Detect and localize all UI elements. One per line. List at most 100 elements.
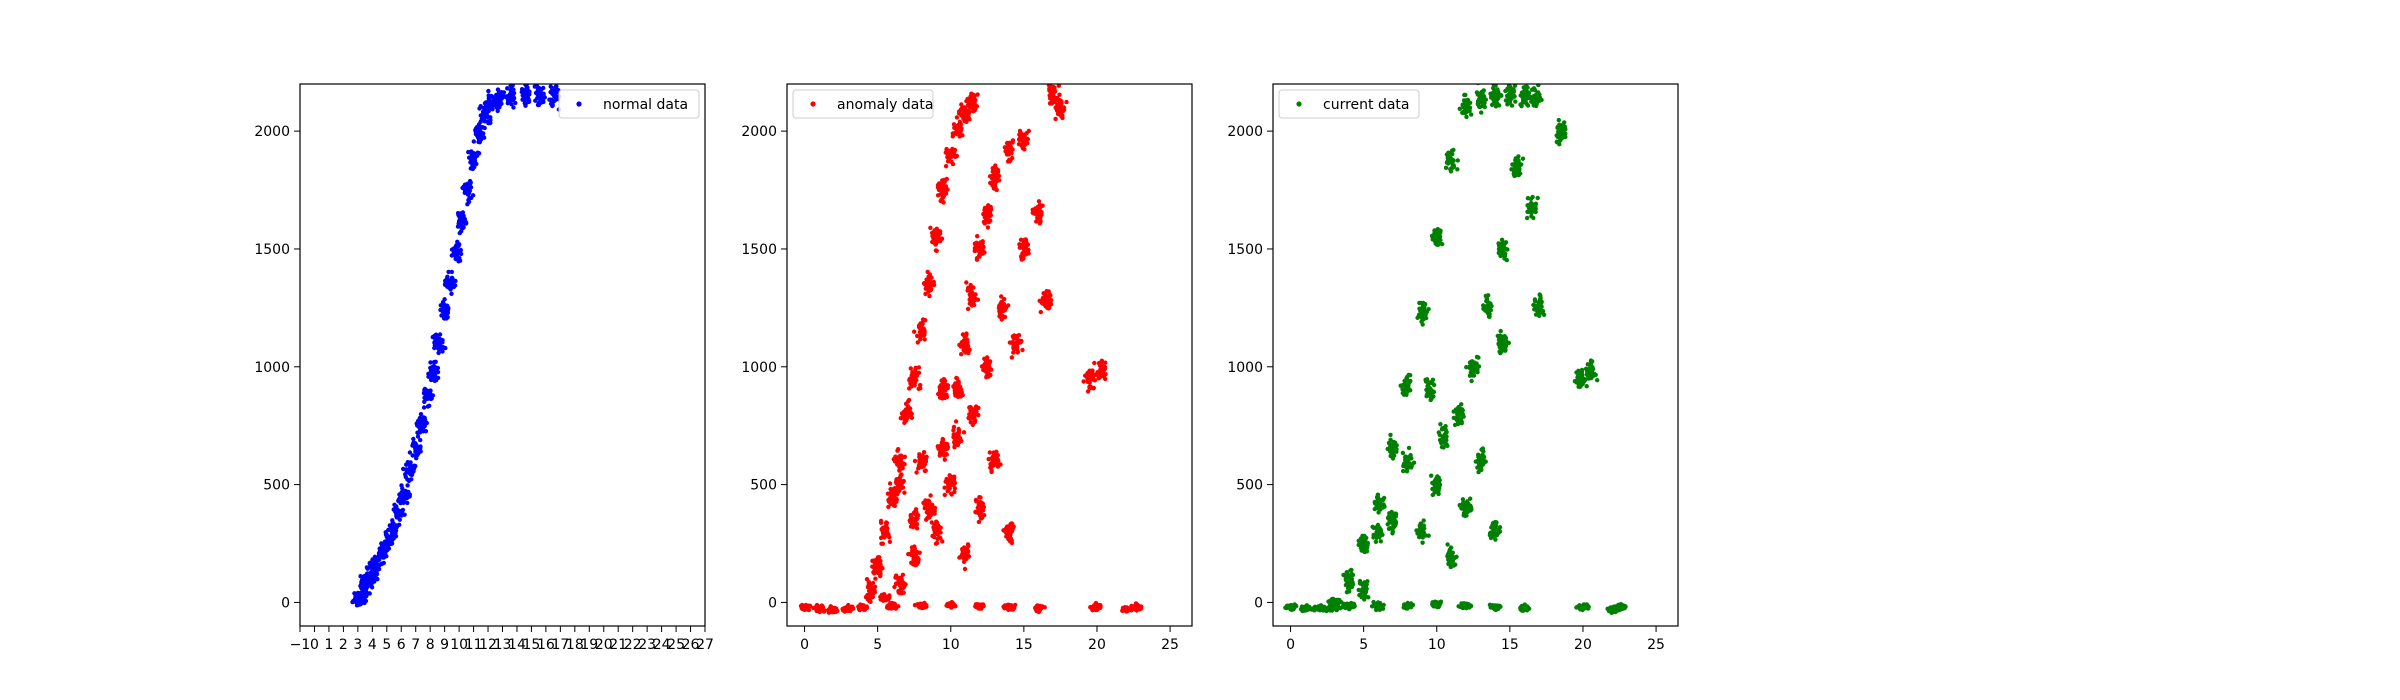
y-tick-label: 0 <box>281 595 290 611</box>
data-point <box>1461 109 1466 115</box>
x-tick-label: 15 <box>1015 637 1033 653</box>
data-point <box>554 84 559 89</box>
legend-box <box>558 89 700 119</box>
x-tick-label: 17 <box>551 637 569 653</box>
data-point <box>1371 599 1376 605</box>
data-point <box>943 451 948 457</box>
data-point <box>952 131 957 136</box>
data-point <box>966 543 971 549</box>
data-point <box>391 523 396 529</box>
data-point <box>513 100 518 106</box>
data-point <box>943 164 949 169</box>
data-point <box>967 286 972 292</box>
data-point <box>1439 241 1445 247</box>
data-point <box>967 416 972 421</box>
x-tick-label: 25 <box>667 637 685 653</box>
data-point <box>886 532 891 537</box>
data-point <box>398 491 403 497</box>
data-point <box>940 194 945 199</box>
data-point <box>909 384 914 389</box>
data-point <box>475 135 481 140</box>
data-point <box>978 512 983 518</box>
data-point <box>466 199 472 204</box>
data-point <box>384 541 390 546</box>
x-axis: −1 0 1 2 3 4 5 6 7 8 9 1011121314151617181920212223… <box>290 626 714 653</box>
data-point <box>942 393 948 398</box>
data-point <box>358 583 363 589</box>
data-point <box>1097 375 1102 380</box>
data-point <box>897 468 902 473</box>
data-point <box>964 98 969 104</box>
data-point <box>976 412 981 418</box>
data-point <box>1350 572 1356 578</box>
data-point <box>1014 336 1020 341</box>
data-point <box>1505 87 1510 92</box>
data-point <box>985 204 991 209</box>
data-point <box>970 411 976 417</box>
data-point <box>1408 378 1413 384</box>
data-point <box>1491 99 1497 104</box>
data-point <box>915 340 920 345</box>
data-point <box>465 187 471 193</box>
data-point <box>410 453 415 458</box>
data-point <box>451 283 456 289</box>
data-point <box>1332 598 1337 604</box>
y-tick-label: 2000 <box>254 124 290 140</box>
data-point <box>1032 211 1037 216</box>
data-point <box>476 151 482 156</box>
data-point <box>505 94 510 99</box>
data-point <box>1361 541 1366 546</box>
data-point <box>898 454 903 459</box>
data-point <box>865 592 870 598</box>
data-point <box>926 289 931 294</box>
data-point <box>455 239 460 244</box>
data-point <box>537 93 543 99</box>
data-point <box>1346 576 1352 582</box>
data-point <box>934 540 940 546</box>
legend-label: anomaly data <box>837 97 933 113</box>
data-point <box>1020 347 1025 353</box>
data-point <box>1021 253 1026 258</box>
x-tick-label: 27 <box>696 637 714 653</box>
data-point <box>405 483 410 488</box>
data-point <box>443 315 448 320</box>
data-point <box>931 279 936 285</box>
data-point <box>1390 456 1396 461</box>
data-point <box>1351 602 1357 607</box>
data-point <box>477 140 482 145</box>
data-point <box>942 179 947 185</box>
data-point <box>926 281 932 287</box>
data-point <box>1489 102 1495 108</box>
data-point <box>1005 159 1011 164</box>
data-point <box>379 541 384 547</box>
data-point <box>1479 110 1484 115</box>
data-point <box>1098 604 1103 609</box>
data-point <box>909 560 914 565</box>
data-point <box>817 609 822 615</box>
data-point <box>914 370 919 375</box>
data-point <box>1438 599 1444 604</box>
data-point <box>482 119 487 124</box>
data-point <box>422 423 427 429</box>
data-point <box>1103 372 1108 377</box>
data-point <box>955 435 961 440</box>
data-point <box>906 399 911 404</box>
data-point <box>942 492 947 498</box>
data-point <box>432 335 437 341</box>
data-point <box>961 559 967 564</box>
plot-frame <box>786 83 1193 627</box>
data-point <box>1084 372 1090 377</box>
data-point <box>381 560 386 566</box>
data-point <box>912 546 917 551</box>
data-point <box>1455 158 1461 163</box>
data-point <box>419 420 424 426</box>
normal-data-panel: −1 0 1 2 3 4 5 6 7 8 9 1011121314151617181920212223… <box>254 83 714 653</box>
data-point <box>355 598 361 604</box>
data-point <box>430 369 436 374</box>
data-point <box>927 293 932 299</box>
data-point <box>978 516 984 521</box>
scatter-points <box>1283 84 1628 615</box>
data-point <box>414 421 419 426</box>
data-point <box>369 585 375 590</box>
data-point <box>388 537 393 542</box>
